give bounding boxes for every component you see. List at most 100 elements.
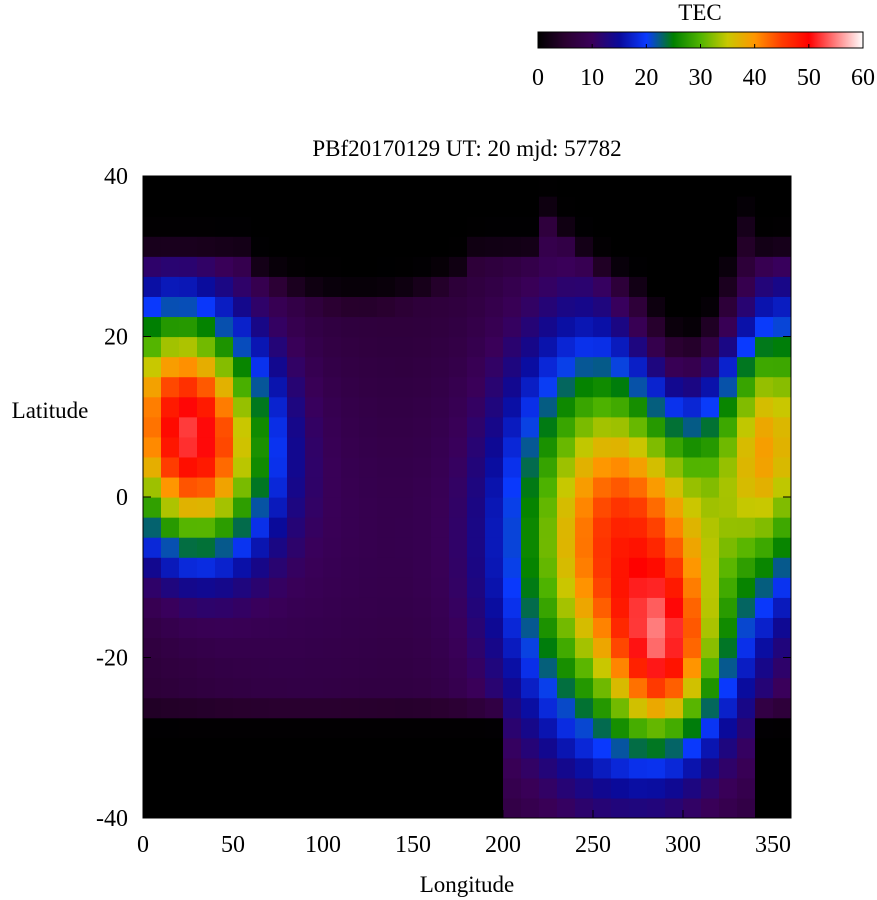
heatmap-cell	[557, 657, 576, 679]
heatmap-cell	[215, 797, 234, 818]
heatmap-cell	[251, 336, 270, 358]
heatmap-cell	[557, 396, 576, 418]
heatmap-cell	[773, 316, 791, 338]
heatmap-cell	[395, 436, 414, 458]
heatmap-cell	[233, 537, 252, 558]
heatmap-cell	[179, 296, 198, 318]
heatmap-cell	[467, 256, 486, 277]
heatmap-cell	[683, 416, 702, 438]
heatmap-cell	[485, 697, 504, 719]
heatmap-cell	[377, 416, 396, 438]
heatmap-cell	[179, 276, 198, 297]
heatmap-cell	[179, 517, 198, 538]
heatmap-cell	[611, 497, 630, 518]
heatmap-cell	[719, 356, 738, 378]
heatmap-cell	[341, 256, 360, 277]
heatmap-cell	[575, 396, 594, 418]
heatmap-cell	[269, 356, 288, 378]
heatmap-cell	[683, 476, 702, 498]
heatmap-cell	[719, 557, 738, 578]
heatmap-cell	[485, 176, 504, 197]
heatmap-cell	[215, 216, 234, 237]
heatmap-cell	[575, 456, 594, 478]
heatmap-cell	[323, 436, 342, 458]
heatmap-cell	[611, 557, 630, 578]
heatmap-cell	[485, 797, 504, 818]
heatmap-cell	[287, 557, 306, 578]
heatmap-cell	[737, 336, 756, 358]
heatmap-cell	[143, 376, 162, 398]
heatmap-cell	[575, 436, 594, 458]
heatmap-cell	[161, 777, 180, 799]
heatmap-cell	[413, 577, 432, 598]
heatmap-cell	[701, 316, 720, 338]
heatmap-cell	[341, 236, 360, 257]
heatmap-cell	[593, 577, 612, 598]
heatmap-cell	[395, 336, 414, 358]
heatmap-cell	[215, 416, 234, 438]
heatmap-cell	[665, 216, 684, 237]
heatmap-cell	[593, 216, 612, 237]
heatmap-cell	[233, 637, 252, 659]
heatmap-cell	[521, 637, 540, 659]
heatmap-cell	[575, 356, 594, 378]
y-tick-label: -20	[96, 646, 128, 672]
heatmap-cell	[467, 497, 486, 518]
heatmap-cell	[629, 537, 648, 558]
heatmap-cell	[593, 557, 612, 578]
heatmap-cell	[287, 256, 306, 277]
heatmap-cell	[179, 577, 198, 598]
heatmap-cell	[647, 376, 666, 398]
heatmap-cell	[323, 777, 342, 799]
heatmap-cell	[233, 657, 252, 679]
heatmap-cell	[215, 677, 234, 699]
heatmap-cell	[773, 396, 791, 418]
heatmap-cell	[287, 757, 306, 779]
heatmap-cell	[323, 336, 342, 358]
heatmap-cell	[233, 336, 252, 358]
heatmap-cell	[341, 376, 360, 398]
heatmap-cell	[161, 356, 180, 378]
heatmap-cell	[629, 176, 648, 197]
heatmap-cell	[539, 376, 558, 398]
heatmap-cell	[323, 356, 342, 378]
heatmap-cell	[305, 677, 324, 699]
heatmap-cell	[179, 456, 198, 478]
heatmap-cell	[773, 176, 791, 197]
heatmap-cell	[341, 637, 360, 659]
heatmap-cell	[359, 637, 378, 659]
heatmap-cell	[665, 276, 684, 297]
heatmap-cell	[323, 497, 342, 518]
heatmap-cell	[773, 476, 791, 498]
heatmap-cell	[557, 597, 576, 618]
heatmap-cell	[413, 216, 432, 237]
heatmap-cell	[701, 597, 720, 618]
heatmap-cell	[449, 557, 468, 578]
heatmap-cell	[431, 196, 450, 217]
heatmap-cell	[395, 797, 414, 818]
heatmap-cell	[287, 497, 306, 518]
heatmap-cell	[521, 316, 540, 338]
heatmap-cell	[719, 256, 738, 277]
heatmap-cell	[359, 376, 378, 398]
heatmap-cell	[503, 737, 522, 759]
heatmap-cell	[521, 476, 540, 498]
heatmap-cell	[593, 356, 612, 378]
heatmap-cell	[197, 737, 216, 759]
heatmap-cell	[467, 637, 486, 659]
heatmap-cell	[467, 697, 486, 719]
heatmap-cell	[737, 176, 756, 197]
heatmap-cell	[683, 296, 702, 318]
colorbar-tick-label: 10	[580, 65, 604, 91]
heatmap-cell	[755, 376, 774, 398]
heatmap-cell	[521, 537, 540, 558]
heatmap-cell	[737, 216, 756, 237]
heatmap-cell	[359, 356, 378, 378]
heatmap-cell	[485, 336, 504, 358]
heatmap-cell	[665, 296, 684, 318]
heatmap-cell	[773, 276, 791, 297]
heatmap-cell	[611, 637, 630, 659]
heatmap-cell	[611, 296, 630, 318]
heatmap-cell	[683, 577, 702, 598]
heatmap-cell	[377, 517, 396, 538]
